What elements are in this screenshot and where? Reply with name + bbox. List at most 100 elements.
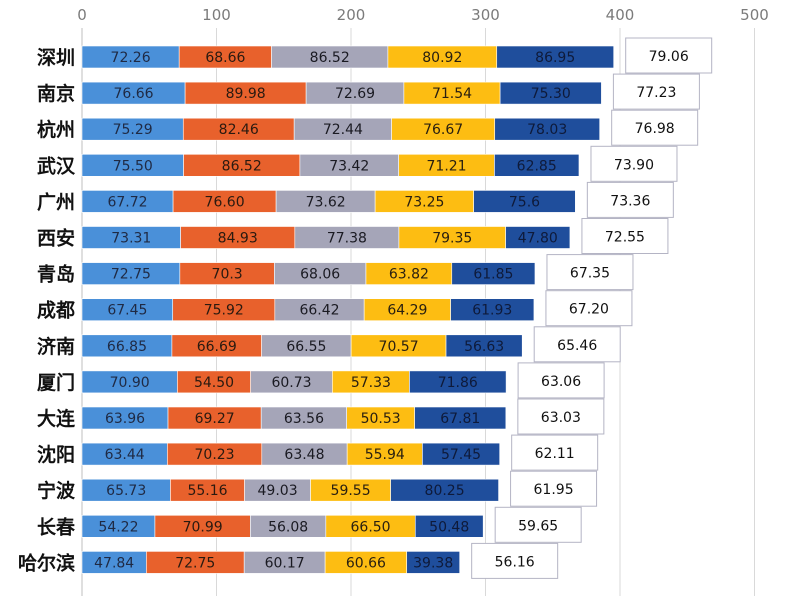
bar-value-label: 75.29 bbox=[113, 122, 153, 138]
bar-value-label: 60.66 bbox=[346, 555, 386, 571]
bar-value-label: 71.54 bbox=[432, 86, 472, 102]
bar-value-label: 54.22 bbox=[98, 519, 138, 535]
average-value-label: 59.65 bbox=[518, 518, 558, 534]
bar-value-label: 64.29 bbox=[387, 303, 427, 319]
average-value-label: 76.98 bbox=[635, 121, 675, 137]
bar-value-label: 75.6 bbox=[509, 194, 540, 210]
average-box bbox=[511, 434, 599, 471]
bar-value-label: 84.93 bbox=[218, 231, 258, 247]
bar-value-label: 49.03 bbox=[258, 483, 298, 499]
category-label: 西安 bbox=[37, 227, 75, 250]
bar-segment bbox=[499, 81, 602, 105]
bar-value-label: 67.45 bbox=[107, 303, 147, 319]
bar-value-label: 63.96 bbox=[105, 411, 145, 427]
average-box bbox=[471, 542, 559, 579]
bar-value-label: 60.73 bbox=[271, 375, 311, 391]
average-box bbox=[590, 145, 678, 182]
average-box bbox=[517, 398, 605, 435]
bar-value-label: 72.69 bbox=[335, 86, 375, 102]
bar-value-label: 82.46 bbox=[219, 122, 259, 138]
bar-value-label: 72.44 bbox=[323, 122, 363, 138]
category-label: 长春 bbox=[37, 515, 75, 538]
x-tick-label: 500 bbox=[740, 6, 769, 24]
bar-value-label: 54.50 bbox=[194, 375, 234, 391]
bar-value-label: 71.86 bbox=[438, 375, 478, 391]
average-box bbox=[545, 290, 633, 327]
bar-value-label: 57.45 bbox=[441, 447, 481, 463]
bar-value-label: 80.92 bbox=[422, 50, 462, 66]
average-box bbox=[611, 109, 699, 146]
bar-value-label: 75.30 bbox=[531, 86, 571, 102]
average-value-label: 72.55 bbox=[605, 230, 645, 246]
bar-segment bbox=[494, 154, 580, 177]
bar-value-label: 66.55 bbox=[286, 339, 326, 355]
x-tick-label: 0 bbox=[77, 6, 87, 24]
bar-value-label: 63.44 bbox=[105, 447, 145, 463]
average-value-label: 63.03 bbox=[541, 410, 581, 426]
bar-value-label: 50.53 bbox=[361, 411, 401, 427]
bar-segment bbox=[409, 370, 507, 394]
average-box bbox=[510, 470, 598, 507]
average-box bbox=[546, 254, 634, 291]
bar-value-label: 75.50 bbox=[113, 158, 153, 174]
bar-value-label: 72.26 bbox=[111, 50, 151, 66]
average-value-label: 79.06 bbox=[649, 49, 689, 65]
bar-segment bbox=[494, 117, 600, 141]
bar-value-label: 71.21 bbox=[427, 158, 467, 174]
average-box bbox=[581, 218, 669, 254]
bar-value-label: 56.63 bbox=[464, 339, 504, 355]
average-value-label: 73.36 bbox=[610, 193, 650, 209]
bar-value-label: 63.56 bbox=[284, 411, 324, 427]
bar-value-label: 77.38 bbox=[327, 231, 367, 247]
bar-segment bbox=[390, 478, 499, 502]
bar-value-label: 86.52 bbox=[222, 158, 262, 174]
average-value-label: 67.35 bbox=[570, 266, 610, 282]
bar-segment bbox=[414, 514, 484, 538]
bar-value-label: 78.03 bbox=[527, 122, 567, 138]
category-label: 杭州 bbox=[37, 118, 75, 141]
average-value-label: 67.20 bbox=[569, 302, 609, 318]
average-value-label: 77.23 bbox=[636, 85, 676, 101]
average-value-label: 62.11 bbox=[535, 446, 575, 462]
x-axis-ticks: 0 100 200 300 400 500 bbox=[77, 6, 769, 24]
bar-value-label: 89.98 bbox=[226, 86, 266, 102]
bar-value-label: 76.66 bbox=[114, 86, 154, 102]
bar-value-label: 73.42 bbox=[329, 158, 369, 174]
bar-value-label: 70.3 bbox=[212, 267, 243, 283]
x-tick-label: 200 bbox=[337, 6, 366, 24]
bar-value-label: 69.27 bbox=[195, 411, 235, 427]
category-label: 南京 bbox=[37, 82, 75, 105]
bar-value-label: 61.93 bbox=[472, 303, 512, 319]
bar-segment bbox=[451, 262, 536, 285]
bar-value-label: 76.67 bbox=[423, 122, 463, 138]
category-label: 武汉 bbox=[37, 155, 76, 177]
bar-value-label: 70.23 bbox=[195, 447, 235, 463]
bar-value-label: 67.81 bbox=[440, 411, 480, 427]
bar-value-label: 73.25 bbox=[404, 194, 444, 210]
category-label: 厦门 bbox=[37, 371, 75, 394]
average-box bbox=[586, 181, 674, 218]
bar-value-label: 59.55 bbox=[331, 483, 371, 499]
bar-value-label: 75.92 bbox=[204, 303, 244, 319]
category-label: 青岛 bbox=[37, 263, 75, 286]
bar-value-label: 70.90 bbox=[110, 375, 150, 391]
average-value-label: 61.95 bbox=[534, 482, 574, 498]
bar-value-label: 70.57 bbox=[379, 339, 419, 355]
category-label: 深圳 bbox=[37, 46, 75, 69]
average-box bbox=[533, 326, 621, 363]
bar-segment bbox=[473, 190, 576, 213]
bar-value-label: 62.85 bbox=[517, 158, 557, 174]
bar-value-label: 73.62 bbox=[306, 194, 346, 210]
average-value-label: 63.06 bbox=[541, 374, 581, 390]
bar-value-label: 39.38 bbox=[413, 555, 453, 571]
bar-segment bbox=[414, 406, 507, 430]
bar-value-label: 70.99 bbox=[183, 519, 223, 535]
bar-segment bbox=[445, 334, 523, 358]
bar-value-label: 66.85 bbox=[107, 339, 147, 355]
category-label: 哈尔滨 bbox=[18, 551, 75, 574]
category-label: 沈阳 bbox=[37, 443, 75, 466]
bar-value-label: 73.31 bbox=[111, 231, 151, 247]
bar-value-label: 86.95 bbox=[535, 50, 575, 66]
